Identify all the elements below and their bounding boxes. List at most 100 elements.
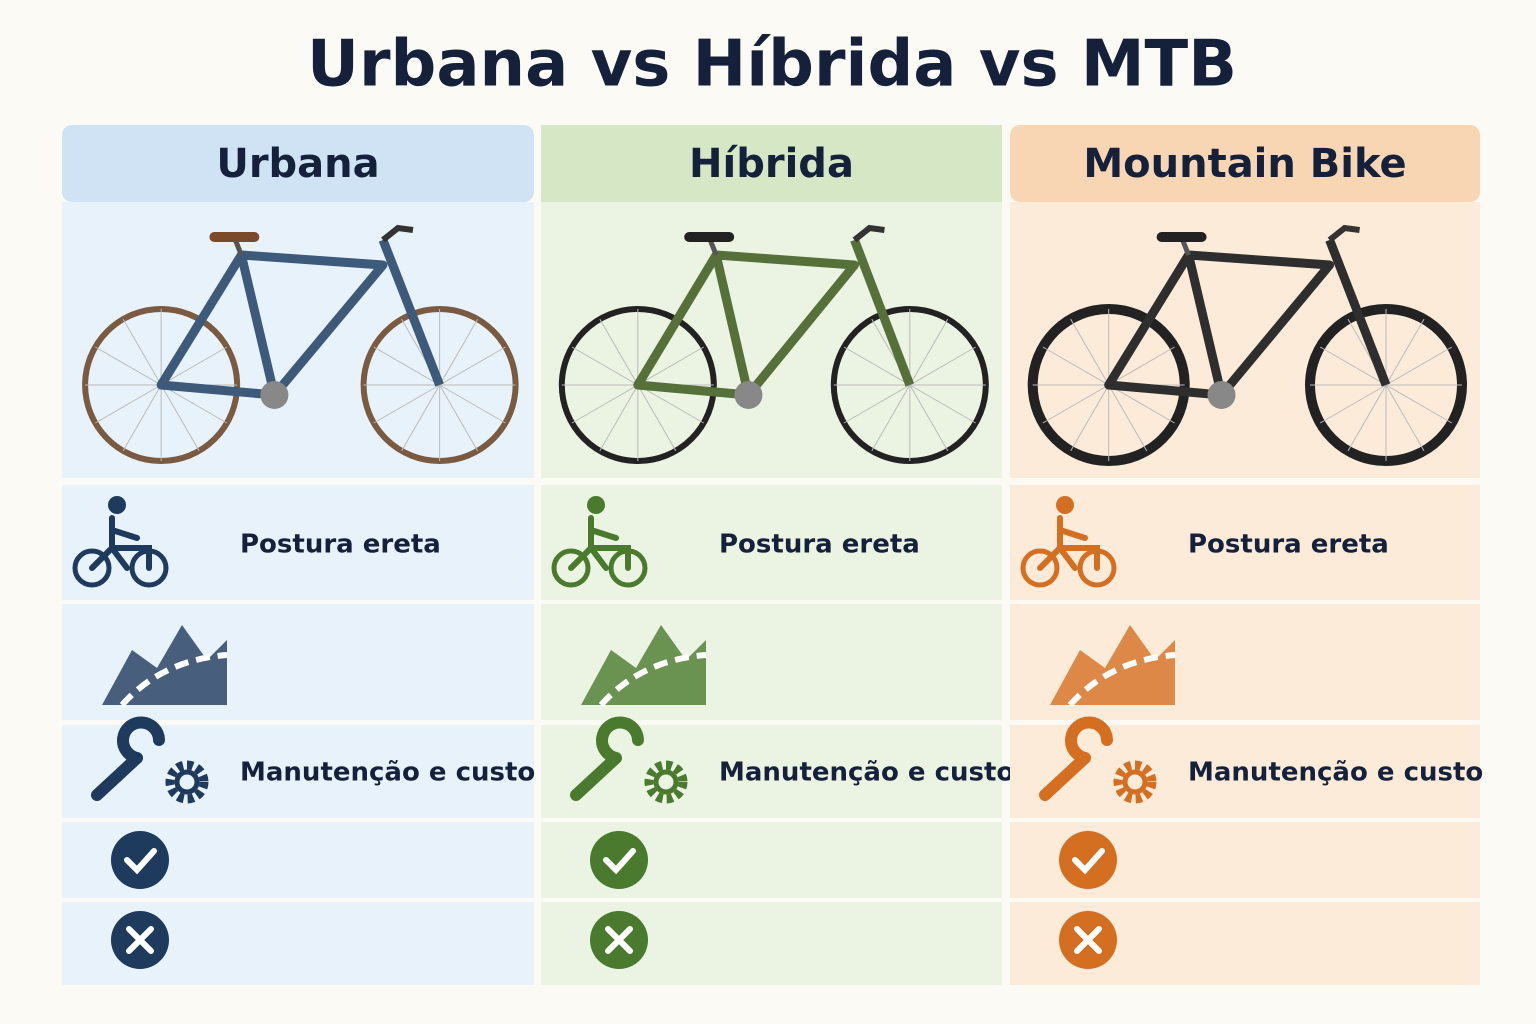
spoke bbox=[1108, 384, 1148, 452]
check-icon bbox=[603, 848, 636, 875]
spoke bbox=[1319, 384, 1387, 424]
spoke bbox=[1385, 346, 1453, 386]
cross-icon bbox=[126, 926, 154, 954]
terrain-road bbox=[119, 652, 228, 707]
spoke bbox=[122, 384, 162, 452]
gear-icon bbox=[174, 769, 200, 795]
cross-icon bbox=[605, 926, 633, 954]
row-label: Postura ereta bbox=[1188, 530, 1389, 560]
crank bbox=[260, 381, 289, 409]
handlebar bbox=[381, 224, 414, 243]
spoke bbox=[871, 384, 911, 452]
gear-icon bbox=[165, 760, 209, 804]
column-header-bg bbox=[62, 125, 534, 202]
spoke bbox=[571, 346, 639, 386]
spoke bbox=[373, 384, 440, 424]
column-header: Urbana bbox=[216, 141, 379, 187]
spoke bbox=[1042, 384, 1109, 424]
spoke bbox=[122, 318, 162, 386]
check-icon bbox=[1072, 848, 1105, 875]
terrain-road bbox=[598, 652, 707, 707]
column-header: Híbrida bbox=[689, 141, 854, 187]
spoke bbox=[401, 384, 441, 452]
row-label: Postura ereta bbox=[240, 530, 441, 560]
spoke bbox=[1108, 384, 1175, 424]
seat-post bbox=[1180, 239, 1191, 256]
spoke bbox=[1070, 318, 1110, 386]
row-bg bbox=[541, 202, 1002, 478]
spoke bbox=[571, 384, 639, 424]
check-icon bbox=[1059, 831, 1117, 889]
spoke bbox=[373, 346, 440, 386]
handlebar bbox=[1327, 224, 1360, 243]
rider-icon bbox=[587, 496, 605, 514]
terrain-icon bbox=[581, 625, 706, 705]
gear-icon bbox=[644, 760, 688, 804]
spoke bbox=[909, 384, 949, 452]
bike-frame bbox=[633, 238, 915, 400]
spoke bbox=[95, 346, 162, 386]
gear-icon bbox=[1122, 769, 1148, 795]
spoke bbox=[439, 384, 479, 452]
wrench-icon bbox=[91, 716, 165, 801]
spoke bbox=[909, 346, 976, 386]
spoke bbox=[909, 384, 976, 424]
handlebar bbox=[852, 224, 885, 243]
terrain-icon bbox=[102, 625, 227, 705]
bike-frame bbox=[156, 238, 444, 400]
seat-post bbox=[707, 239, 719, 256]
column: Mountain Bike Postura ereta Manutenção e c… bbox=[1010, 125, 1483, 985]
row-label: Manutenção e custo bbox=[240, 758, 535, 788]
row-bg bbox=[1010, 202, 1480, 478]
spoke bbox=[1385, 384, 1453, 424]
saddle bbox=[1156, 232, 1207, 242]
rider-icon bbox=[551, 548, 591, 588]
check-icon bbox=[111, 831, 169, 889]
column-header-bg bbox=[1010, 125, 1480, 202]
spoke bbox=[1385, 384, 1425, 452]
row-label: Manutenção e custo bbox=[719, 758, 1014, 788]
page-title: Urbana vs Híbrida vs MTB bbox=[307, 28, 1237, 102]
spoke bbox=[439, 346, 506, 386]
rider-icon bbox=[1020, 548, 1060, 588]
spoke bbox=[160, 384, 200, 452]
terrain-icon bbox=[1050, 625, 1175, 705]
spoke bbox=[637, 346, 704, 386]
gear-icon bbox=[653, 769, 679, 795]
spoke bbox=[1042, 346, 1109, 386]
spoke bbox=[637, 384, 677, 452]
spoke bbox=[95, 384, 162, 424]
spoke bbox=[1108, 346, 1175, 386]
rider-icon bbox=[1037, 515, 1100, 571]
bike-frame bbox=[1104, 238, 1391, 400]
rider-icon bbox=[568, 515, 631, 571]
spoke bbox=[843, 346, 911, 386]
column-header: Mountain Bike bbox=[1083, 141, 1406, 187]
spoke bbox=[1070, 384, 1110, 452]
spoke bbox=[160, 384, 228, 424]
cross-icon bbox=[1074, 926, 1102, 954]
spoke bbox=[637, 384, 704, 424]
saddle bbox=[684, 232, 735, 242]
spoke bbox=[160, 346, 228, 386]
row-bg bbox=[62, 202, 534, 478]
rider-icon bbox=[72, 548, 112, 588]
gear-icon bbox=[1113, 760, 1157, 804]
spoke bbox=[439, 384, 506, 424]
column: Híbrida Postura ereta Manutenção e custo bbox=[541, 125, 1014, 985]
spoke bbox=[843, 384, 911, 424]
wrench-icon bbox=[570, 716, 644, 801]
spoke bbox=[1385, 318, 1425, 386]
check-icon bbox=[590, 831, 648, 889]
row-bg bbox=[541, 725, 1002, 818]
row-label: Postura ereta bbox=[719, 530, 920, 560]
terrain-road bbox=[1067, 652, 1176, 707]
spoke bbox=[599, 384, 639, 452]
rider-icon bbox=[1056, 496, 1074, 514]
crank bbox=[734, 381, 763, 409]
column-header-bg bbox=[541, 125, 1002, 202]
spoke bbox=[1347, 384, 1387, 452]
wrench-icon bbox=[1039, 716, 1113, 801]
